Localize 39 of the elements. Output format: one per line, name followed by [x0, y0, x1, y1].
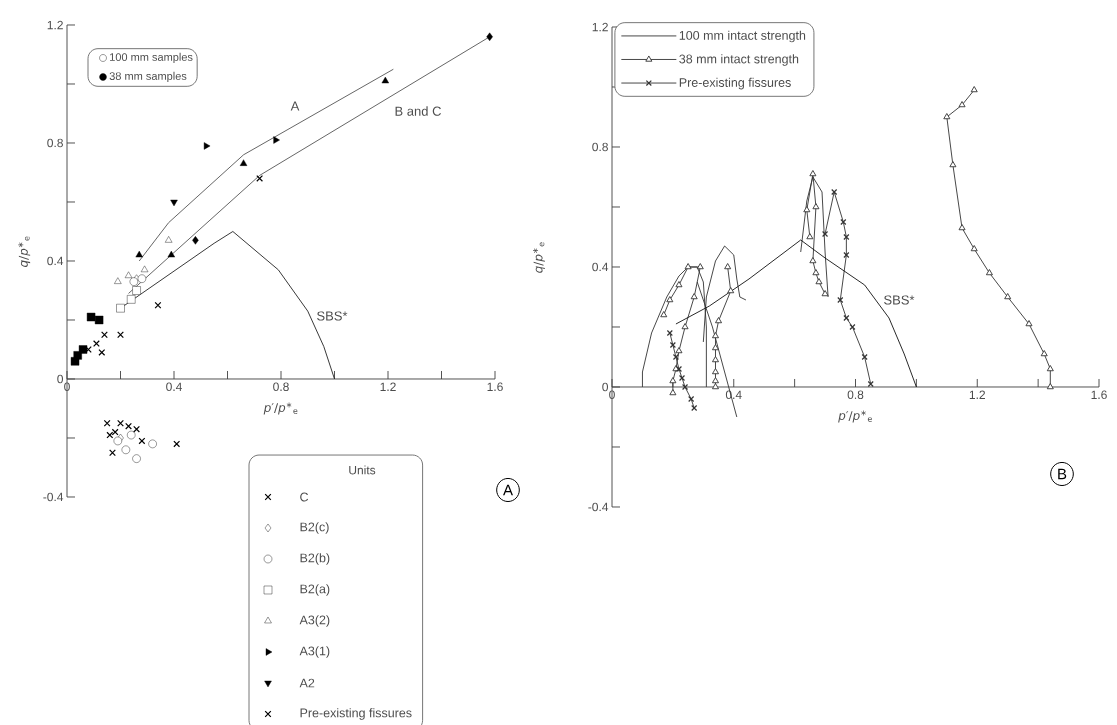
x-tick-label: 0.4: [725, 390, 742, 400]
legend-title: Units: [349, 465, 376, 475]
y-tick-label: 1.2: [592, 22, 608, 32]
x-tick-label: 0.8: [273, 382, 289, 392]
legend-label: B2(b): [300, 553, 330, 565]
x-tick-label: 0.4: [166, 382, 182, 392]
y-tick-label: 0.4: [47, 256, 64, 266]
annotation: SBS*: [317, 311, 348, 321]
x-tick-label: 1.6: [487, 382, 503, 392]
x-axis-title: p′/p$^{∗}$e: [838, 410, 872, 423]
y-tick-label: -0.4: [43, 492, 64, 502]
legend-label: A3(1): [299, 646, 330, 658]
legend-label: 100 mm samples: [110, 52, 193, 64]
legend-label: Pre-existing fissures: [300, 708, 412, 720]
legend-label: A3(2): [299, 615, 330, 627]
legend-label: 100 mm intact strength: [679, 30, 806, 43]
annotation: B and C: [395, 106, 441, 116]
annotation: SBS*: [884, 295, 915, 305]
legend-label: 38 mm intact strength: [679, 54, 799, 66]
legend-label: B2(a): [300, 584, 330, 596]
x-tick-label: 1.2: [380, 382, 396, 391]
legend-label: C: [300, 492, 309, 502]
legend-label: A2: [299, 678, 315, 688]
x-tick-label: 1.2: [969, 390, 985, 399]
y-tick-label: -0.4: [588, 502, 609, 512]
x-tick-label: 1.6: [1091, 390, 1107, 400]
legend-label: 38 mm samples: [109, 71, 187, 83]
y-tick-label: 0: [57, 374, 64, 384]
y-tick-label: 0.8: [47, 138, 63, 148]
y-tick-label: 0.8: [592, 142, 608, 152]
legend-label: B2(c): [300, 522, 329, 534]
x-tick-label: 0.8: [847, 390, 864, 400]
annotation: A: [290, 101, 300, 111]
text: A: [503, 484, 513, 496]
y-tick-label: 0.4: [592, 262, 609, 272]
y-tick-label: 1.2: [47, 20, 63, 30]
legend-label: Pre-existing fissures: [679, 77, 791, 90]
x-axis-title: p′/p$^{∗}$e: [263, 402, 298, 415]
annotation: B: [1058, 468, 1067, 480]
